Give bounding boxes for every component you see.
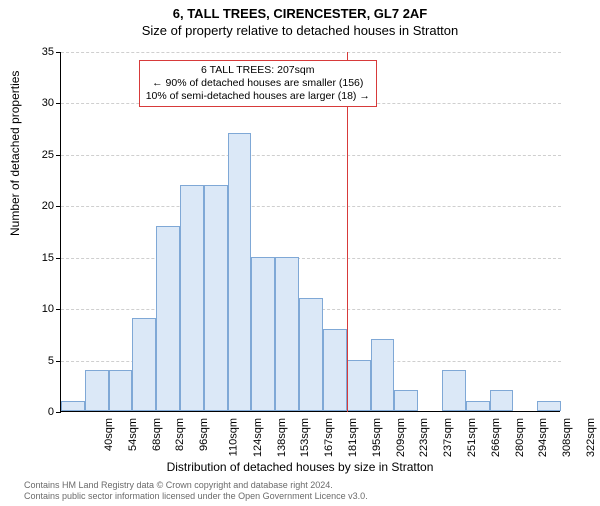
footer-attribution: Contains HM Land Registry data © Crown c… [24, 480, 368, 503]
histogram-bar [299, 298, 323, 411]
histogram-bar [275, 257, 299, 411]
annotation-line-3: 10% of semi-detached houses are larger (… [146, 90, 370, 103]
x-tick-label: 82sqm [174, 418, 186, 451]
histogram-bar [442, 370, 466, 411]
histogram-bar [347, 360, 371, 411]
x-tick-label: 181sqm [347, 418, 359, 457]
footer-line-1: Contains HM Land Registry data © Crown c… [24, 480, 368, 491]
histogram-bar [180, 185, 204, 411]
plot-area: 6 TALL TREES: 207sqm ← 90% of detached h… [60, 52, 560, 412]
x-tick-label: 251sqm [466, 418, 478, 457]
x-tick-label: 209sqm [395, 418, 407, 457]
x-tick-label: 167sqm [323, 418, 335, 457]
histogram-bar [251, 257, 275, 411]
x-tick-label: 195sqm [371, 418, 383, 457]
x-axis-label: Distribution of detached houses by size … [0, 460, 600, 474]
footer-line-2: Contains public sector information licen… [24, 491, 368, 502]
x-tick-label: 68sqm [151, 418, 163, 451]
histogram-bar [109, 370, 133, 411]
histogram-bar [394, 390, 418, 411]
y-axis-label: Number of detached properties [8, 71, 22, 236]
histogram-bar [371, 339, 395, 411]
histogram-bar [61, 401, 85, 411]
x-tick-label: 294sqm [538, 418, 550, 457]
x-tick-label: 54sqm [127, 418, 139, 451]
histogram-bar [204, 185, 228, 411]
histogram-bar [228, 133, 252, 411]
annotation-box: 6 TALL TREES: 207sqm ← 90% of detached h… [139, 60, 377, 107]
x-tick-label: 322sqm [585, 418, 597, 457]
x-tick-label: 124sqm [252, 418, 264, 457]
x-tick-label: 237sqm [442, 418, 454, 457]
chart-area: 6 TALL TREES: 207sqm ← 90% of detached h… [60, 52, 560, 412]
y-tick-label: 20 [24, 200, 54, 212]
histogram-bar [537, 401, 561, 411]
histogram-bar [132, 318, 156, 411]
y-tick-label: 0 [24, 406, 54, 418]
x-tick-label: 40sqm [103, 418, 115, 451]
histogram-bar [466, 401, 490, 411]
x-tick-label: 96sqm [198, 418, 210, 451]
x-tick-label: 138sqm [276, 418, 288, 457]
y-tick-label: 15 [24, 252, 54, 264]
chart-title-sub: Size of property relative to detached ho… [0, 23, 600, 38]
chart-title-main: 6, TALL TREES, CIRENCESTER, GL7 2AF [0, 6, 600, 21]
y-tick-label: 10 [24, 303, 54, 315]
y-tick-label: 25 [24, 149, 54, 161]
x-tick-label: 280sqm [514, 418, 526, 457]
y-tick-label: 30 [24, 97, 54, 109]
y-tick-label: 35 [24, 46, 54, 58]
y-tick-label: 5 [24, 355, 54, 367]
histogram-bar [323, 329, 347, 411]
x-tick-label: 266sqm [490, 418, 502, 457]
histogram-bar [490, 390, 514, 411]
x-tick-label: 223sqm [419, 418, 431, 457]
histogram-bar [85, 370, 109, 411]
x-tick-label: 153sqm [300, 418, 312, 457]
x-tick-label: 110sqm [227, 418, 239, 456]
x-tick-label: 308sqm [561, 418, 573, 457]
annotation-line-1: 6 TALL TREES: 207sqm [146, 64, 370, 77]
y-tick-mark [56, 412, 61, 413]
histogram-bar [156, 226, 180, 411]
annotation-line-2: ← 90% of detached houses are smaller (15… [146, 77, 370, 90]
